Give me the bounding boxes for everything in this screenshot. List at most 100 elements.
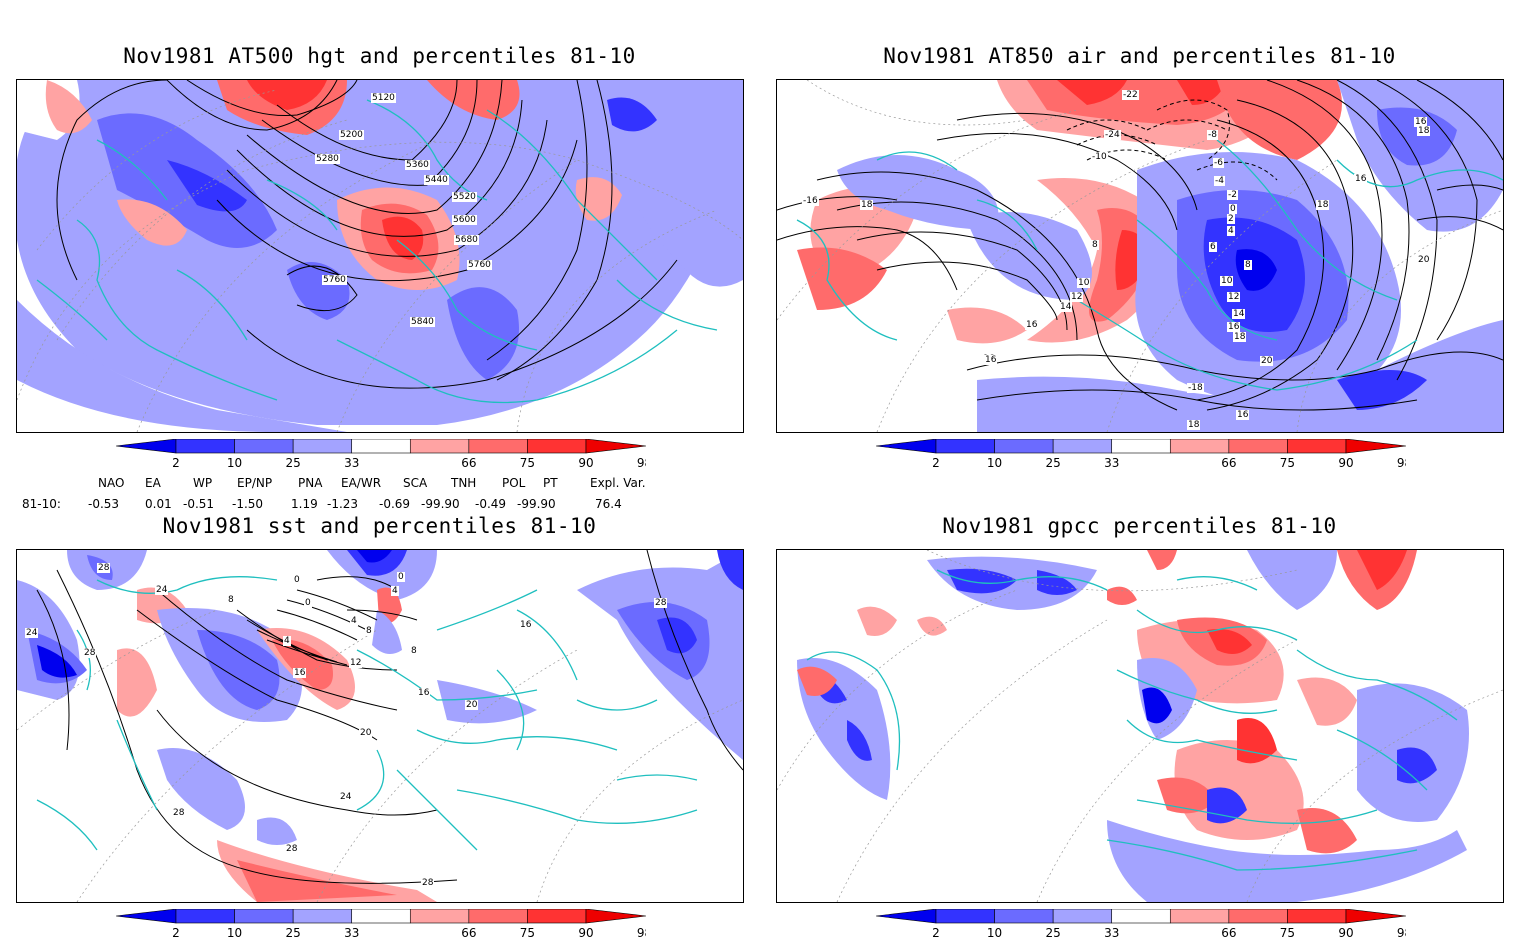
contour-label: 28 xyxy=(421,878,435,888)
colorbar-tick-label: 25 xyxy=(286,456,301,469)
contour-label: 5760 xyxy=(467,260,492,270)
colorbar-segment xyxy=(1345,438,1407,454)
colorbar-segment xyxy=(234,438,294,454)
contour-label: 20 xyxy=(359,728,373,738)
panel-title-hgt500: Nov1981 AT500 hgt and percentiles 81-10 xyxy=(123,44,636,68)
contour-label: 5840 xyxy=(410,317,435,327)
contour-label: -16 xyxy=(802,196,819,206)
index-header: PNA xyxy=(298,476,323,490)
colorbar-tick-label: 98 xyxy=(637,926,646,939)
panel-title-air850: Nov1981 AT850 air and percentiles 81-10 xyxy=(883,44,1396,68)
map-air850-graphic xyxy=(777,80,1503,432)
index-value: 76.4 xyxy=(595,497,622,511)
colorbar-segment xyxy=(994,908,1054,924)
colorbar-segment xyxy=(1287,908,1347,924)
index-header: POL xyxy=(502,476,526,490)
contour-label: 0 xyxy=(1229,204,1237,214)
colorbar-segment xyxy=(351,438,411,454)
contour-label: 5280 xyxy=(315,154,340,164)
contour-label: -6 xyxy=(1213,158,1224,168)
contour-label: 16 xyxy=(1025,320,1039,330)
colorbar-tick-label: 90 xyxy=(1338,926,1353,939)
colorbar-tick-label: 25 xyxy=(1046,456,1061,469)
contour-label: 24 xyxy=(155,585,169,595)
index-header: WP xyxy=(193,476,213,490)
map-panel-air850: -22 -24 -10 -8 -6 -4 -2 0 2 4 6 8 10 12 … xyxy=(776,79,1504,433)
colorbar-segment xyxy=(527,438,587,454)
colorbar-tick-label: 2 xyxy=(932,456,940,469)
colorbar-tick-label: 90 xyxy=(578,926,593,939)
colorbar-tick-label: 98 xyxy=(637,456,646,469)
colorbar-tick-label: 25 xyxy=(1046,926,1061,939)
colorbar-segment xyxy=(585,908,647,924)
colorbar-segment xyxy=(409,908,470,924)
contour-label: 14 xyxy=(1059,302,1073,312)
colorbar-tick-label: 75 xyxy=(1280,456,1295,469)
colorbar-segment xyxy=(1228,438,1288,454)
colorbar-segment xyxy=(115,908,177,924)
contour-label: 16 xyxy=(1354,174,1368,184)
index-value: -1.23 xyxy=(327,497,359,511)
colorbar-segment xyxy=(1287,438,1347,454)
map-sst-graphic xyxy=(17,550,743,902)
index-header: NAO xyxy=(98,476,125,490)
colorbar-segment xyxy=(175,908,235,924)
colorbar-segment xyxy=(1052,438,1113,454)
index-value: -0.51 xyxy=(183,497,215,511)
contour-label: 16 xyxy=(984,355,998,365)
colorbar-segment xyxy=(234,908,294,924)
contour-label: 10 xyxy=(1220,276,1234,286)
colorbar-segment xyxy=(175,438,235,454)
colorbar-segment xyxy=(935,908,995,924)
contour-label: 28 xyxy=(83,648,97,658)
contour-label: 5440 xyxy=(424,175,449,185)
contour-label: 16 xyxy=(1227,322,1241,332)
index-value: -99.90 xyxy=(421,497,460,511)
colorbar-segment xyxy=(1169,908,1230,924)
contour-label: 28 xyxy=(97,563,111,573)
colorbar-tick-label: 25 xyxy=(286,926,301,939)
colorbar-tick-label: 2 xyxy=(932,926,940,939)
map-panel-gpcc xyxy=(776,549,1504,903)
colorbar-tick-label: 75 xyxy=(1280,926,1295,939)
contour-label: 4 xyxy=(283,636,291,646)
colorbar-tick-label: 33 xyxy=(344,926,359,939)
colorbar-segment xyxy=(292,908,353,924)
colorbar-tick-label: 10 xyxy=(227,926,242,939)
contour-label: 5360 xyxy=(405,160,430,170)
map-gpcc-graphic xyxy=(777,550,1503,902)
contour-label: 0 xyxy=(304,598,312,608)
colorbar-graphic: 2 10 25 33 66 75 90 98 xyxy=(115,908,652,940)
contour-label: 18 xyxy=(1187,420,1201,430)
contour-label: 18 xyxy=(1417,126,1431,136)
colorbar-segment xyxy=(585,438,647,454)
colorbar-tick-label: 10 xyxy=(987,926,1002,939)
contour-label: 12 xyxy=(349,658,363,668)
contour-label: 16 xyxy=(519,620,533,630)
colorbar-segment xyxy=(115,438,177,454)
index-header: EA/WR xyxy=(341,476,382,490)
contour-label: 8 xyxy=(227,595,235,605)
contour-label: 5200 xyxy=(339,130,364,140)
contour-label: 5760 xyxy=(322,275,347,285)
index-value: -0.53 xyxy=(88,497,120,511)
colorbar-gpcc: 2 10 25 33 66 75 90 98 xyxy=(875,908,1412,940)
contour-label: 0 xyxy=(397,572,405,582)
colorbar-tick-label: 98 xyxy=(1397,926,1406,939)
colorbar-tick-label: 66 xyxy=(1221,926,1236,939)
colorbar-segment xyxy=(468,438,528,454)
colorbar-segment xyxy=(1052,908,1113,924)
colorbar-tick-label: 66 xyxy=(1221,456,1236,469)
colorbar-tick-label: 33 xyxy=(344,456,359,469)
contour-label: 24 xyxy=(339,792,353,802)
index-header: TNH xyxy=(451,476,477,490)
colorbar-tick-label: 66 xyxy=(461,926,476,939)
colorbar-segment xyxy=(935,438,995,454)
colorbar-tick-label: 90 xyxy=(578,456,593,469)
map-panel-hgt500: 5120 5200 5280 5360 5440 5520 5600 5680 … xyxy=(16,79,744,433)
index-header: PT xyxy=(543,476,558,490)
colorbar-segment xyxy=(292,438,353,454)
colorbar-segment xyxy=(1169,438,1230,454)
colorbar-tick-label: 33 xyxy=(1104,926,1119,939)
contour-label: 4 xyxy=(391,586,399,596)
